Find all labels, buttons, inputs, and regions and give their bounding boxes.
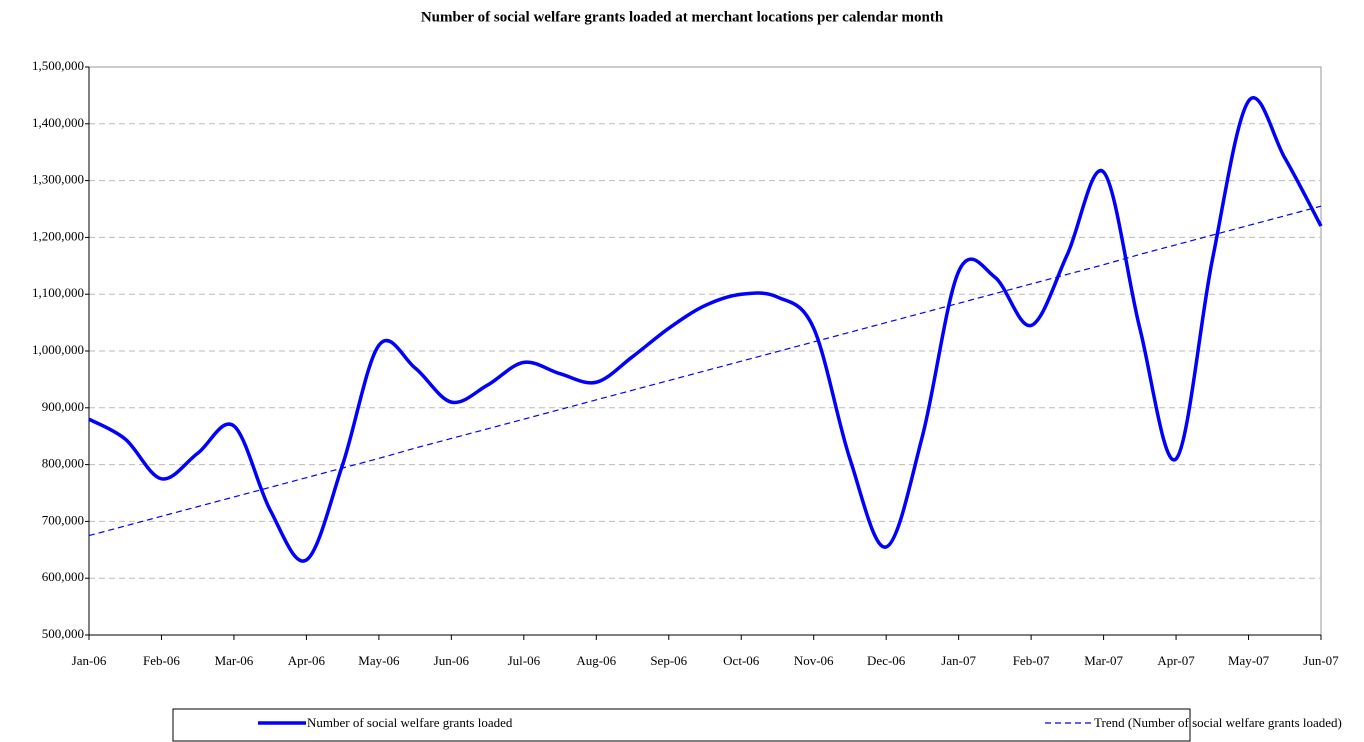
data-line [88, 96, 1323, 563]
x-tick-label: May-07 [1228, 653, 1270, 668]
x-tick-label: Jul-06 [508, 653, 541, 668]
legend-box [172, 708, 1191, 742]
y-tick-label: 1,100,000 [32, 285, 84, 300]
x-tick-label: Jan-07 [941, 653, 976, 668]
x-tick-label: Feb-07 [1013, 653, 1050, 668]
y-tick-label: 800,000 [42, 456, 84, 471]
x-tick-label: Apr-07 [1157, 653, 1195, 668]
x-tick-label: Apr-06 [288, 653, 326, 668]
x-tick-label: Oct-06 [723, 653, 760, 668]
x-tick-label: Sep-06 [650, 653, 687, 668]
x-tick-label: Mar-07 [1084, 653, 1123, 668]
x-tick-label: Nov-06 [794, 653, 834, 668]
y-tick-label: 1,000,000 [32, 342, 84, 357]
y-tick-label: 900,000 [42, 399, 84, 414]
y-tick-label: 1,300,000 [32, 172, 84, 187]
x-tick-label: Mar-06 [215, 653, 254, 668]
y-tick-label: 700,000 [42, 512, 84, 527]
x-tick-label: Jun-06 [434, 653, 470, 668]
x-tick-label: Jun-07 [1303, 653, 1339, 668]
y-tick-label: 1,200,000 [32, 228, 84, 243]
trend-line [88, 205, 1322, 537]
y-tick-label: 1,500,000 [32, 58, 84, 73]
x-tick-label: Aug-06 [576, 653, 616, 668]
x-tick-label: Dec-06 [867, 653, 906, 668]
chart-title: Number of social welfare grants loaded a… [421, 9, 944, 25]
y-tick-label: 500,000 [42, 626, 84, 641]
y-tick-label: 1,400,000 [32, 115, 84, 130]
x-tick-label: Feb-06 [143, 653, 180, 668]
legend-label: Trend (Number of social welfare grants l… [1094, 715, 1342, 730]
x-tick-label: May-06 [358, 653, 400, 668]
y-tick-label: 600,000 [42, 569, 84, 584]
x-tick-label: Jan-06 [72, 653, 107, 668]
legend-label: Number of social welfare grants loaded [307, 715, 513, 730]
